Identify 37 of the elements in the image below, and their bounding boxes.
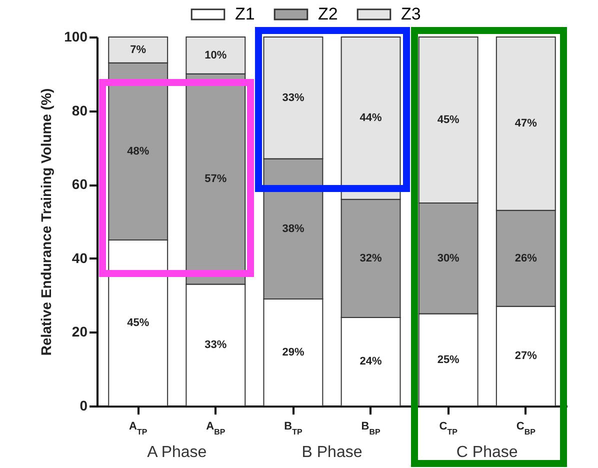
y-tick-label: 60 <box>72 176 88 192</box>
legend-label: Z1 <box>235 4 255 24</box>
y-tick-label: 100 <box>64 28 88 44</box>
y-tick-label: 0 <box>80 398 88 414</box>
x-tick-label: C$_{BP}$ <box>516 420 536 436</box>
data-label: 25% <box>437 354 460 366</box>
data-label: 10% <box>204 49 227 62</box>
x-tick-label: A$_{TP}$ <box>129 420 148 436</box>
data-label: 45% <box>127 316 150 329</box>
data-label: 47% <box>514 118 538 130</box>
data-label: 48% <box>127 145 150 158</box>
legend-label: Z3 <box>401 4 421 24</box>
x-tick-label: B$_{BP}$ <box>361 420 381 436</box>
data-label: 29% <box>282 346 304 358</box>
data-label: 30% <box>437 252 460 264</box>
data-label: 38% <box>282 222 304 235</box>
data-label: 45% <box>437 114 460 126</box>
data-label: 33% <box>282 92 304 104</box>
x-tick-label: B$_{TP}$ <box>284 420 303 436</box>
data-label: 32% <box>360 252 382 264</box>
y-tick-label: 80 <box>72 102 88 118</box>
data-label: 7% <box>130 44 146 56</box>
x-tick-label: C$_{TP}$ <box>439 420 458 436</box>
data-label: 57% <box>204 173 227 186</box>
data-label: 24% <box>360 356 382 368</box>
data-label: 27% <box>514 350 538 362</box>
data-label: 44% <box>360 112 382 124</box>
legend-label: Z2 <box>318 4 338 24</box>
data-label: 26% <box>514 252 538 264</box>
y-tick-label: 40 <box>72 250 88 266</box>
text: B Phase <box>302 444 362 461</box>
y-tick-label: 20 <box>72 324 88 340</box>
text: C Phase <box>456 444 518 461</box>
x-tick-label: A$_{BP}$ <box>206 420 226 436</box>
text: A Phase <box>147 444 207 461</box>
y-axis-title: Relative Endurance Training Volume (%) <box>38 88 54 356</box>
data-label: 33% <box>204 339 227 352</box>
